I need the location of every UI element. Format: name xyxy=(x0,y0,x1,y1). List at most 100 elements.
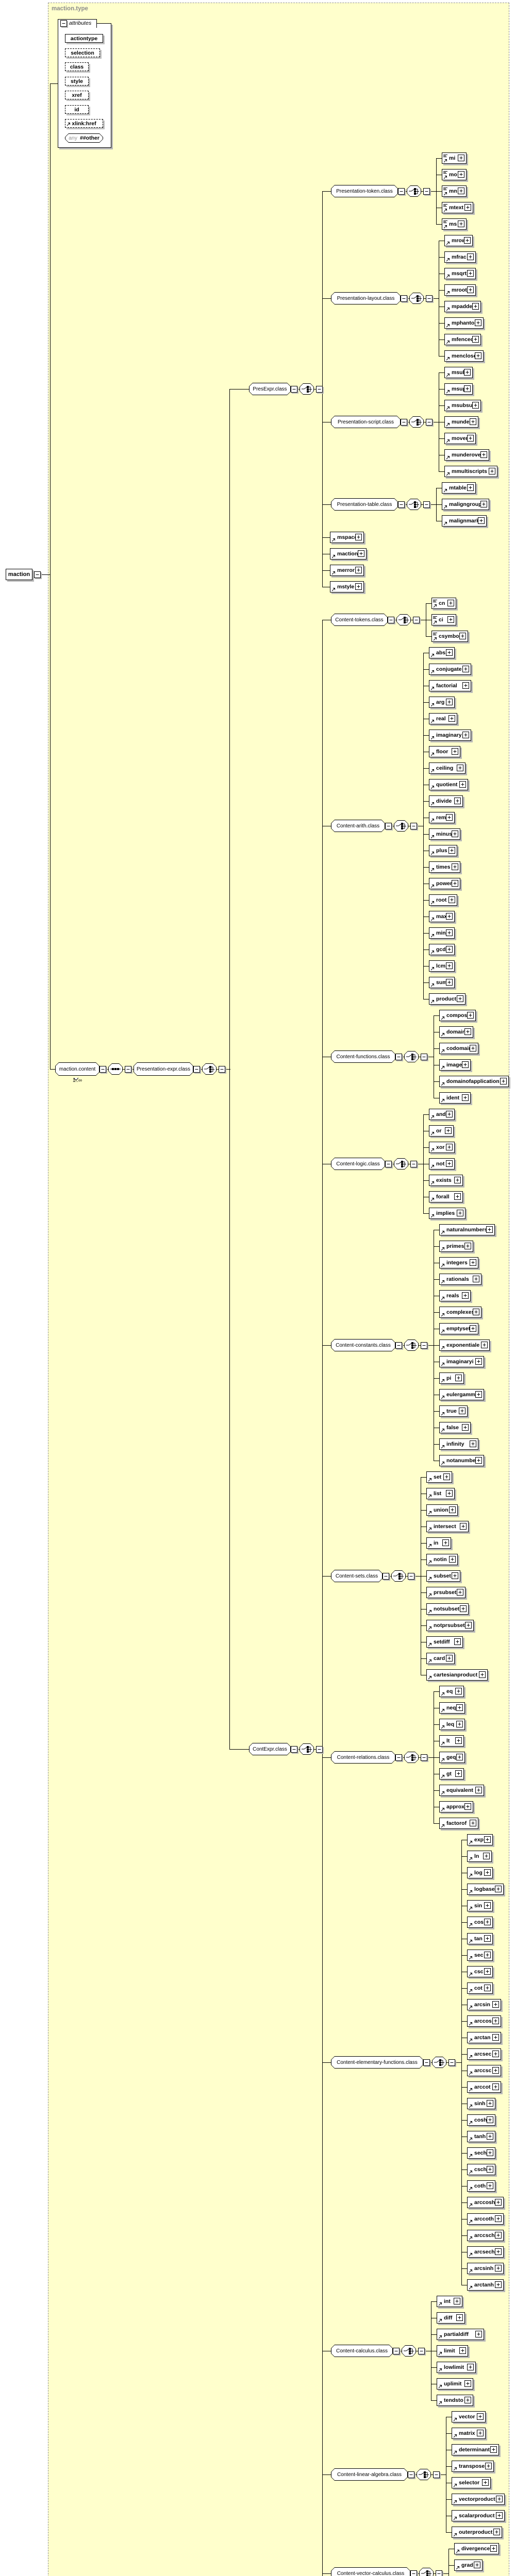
group-ref-presentation-token-class[interactable]: Presentation-token.class xyxy=(331,185,398,197)
collapse-icon[interactable] xyxy=(421,1754,427,1761)
element-ref-divide[interactable]: divide xyxy=(429,795,463,807)
element-ref-maligngroup[interactable]: maligngroup xyxy=(442,499,489,510)
expand-icon[interactable] xyxy=(456,1704,463,1711)
expand-icon[interactable] xyxy=(454,1638,461,1645)
element-ref-forall[interactable]: forall xyxy=(429,1191,463,1202)
expand-icon[interactable] xyxy=(458,221,464,227)
expand-icon[interactable] xyxy=(470,1440,476,1447)
expand-icon[interactable] xyxy=(446,649,453,656)
element-ref-mtable[interactable]: mtable xyxy=(442,482,476,494)
expand-icon[interactable] xyxy=(487,2166,493,2173)
element-ref-arccos[interactable]: arccos xyxy=(467,2015,501,2027)
element-ref-in[interactable]: in xyxy=(426,1537,451,1549)
element-ref-and[interactable]: and xyxy=(429,1109,455,1120)
collapse-icon[interactable] xyxy=(395,1342,402,1349)
expand-icon[interactable] xyxy=(462,1094,469,1101)
element-ref-tendsto[interactable]: tendsto xyxy=(437,2395,473,2406)
expand-icon[interactable] xyxy=(458,171,464,178)
expand-icon[interactable] xyxy=(487,2116,493,2123)
element-ref-csch[interactable]: csch xyxy=(467,2164,495,2175)
element-ref-emptyset[interactable]: emptyset xyxy=(439,1323,478,1334)
collapse-icon[interactable] xyxy=(421,1054,427,1060)
element-ref-subset[interactable]: subset xyxy=(426,1570,460,1582)
expand-icon[interactable] xyxy=(475,319,481,326)
expand-icon[interactable] xyxy=(462,732,469,738)
element-ref-sum[interactable]: sum xyxy=(429,977,455,988)
expand-icon[interactable] xyxy=(467,2364,474,2370)
element-ref-card[interactable]: card xyxy=(426,1653,455,1664)
collapse-icon[interactable] xyxy=(410,2570,417,2576)
expand-icon[interactable] xyxy=(484,1919,491,1925)
expand-icon[interactable] xyxy=(495,2215,502,2222)
group-ref-presexpr-class[interactable]: PresExpr.class xyxy=(249,383,291,395)
element-ref-arccsch[interactable]: arccsch xyxy=(467,2230,504,2241)
element-ref-ln[interactable]: ln xyxy=(467,1851,492,1862)
element-ref-notprsubset[interactable]: notprsubset xyxy=(426,1620,474,1631)
expand-icon[interactable] xyxy=(464,237,471,244)
expand-icon[interactable] xyxy=(355,583,362,590)
expand-icon[interactable] xyxy=(355,534,362,540)
collapse-icon[interactable] xyxy=(291,1746,297,1753)
collapse-icon[interactable] xyxy=(421,1342,427,1349)
expand-icon[interactable] xyxy=(495,1886,502,1892)
expand-icon[interactable] xyxy=(465,1622,472,1629)
collapse-icon[interactable] xyxy=(423,2059,430,2066)
expand-icon[interactable] xyxy=(452,831,458,837)
expand-icon[interactable] xyxy=(462,1424,469,1431)
expand-icon[interactable] xyxy=(484,1968,491,1975)
element-ref-false[interactable]: false xyxy=(439,1422,471,1433)
expand-icon[interactable] xyxy=(448,847,455,854)
expand-icon[interactable] xyxy=(456,1721,463,1727)
collapse-icon[interactable] xyxy=(395,1754,402,1761)
element-ref-cosh[interactable]: cosh xyxy=(467,2114,495,2126)
collapse-icon[interactable] xyxy=(398,188,405,195)
expand-icon[interactable] xyxy=(442,1539,449,1546)
element-ref-geq[interactable]: geq xyxy=(439,1752,465,1763)
element-ref-gt[interactable]: gt xyxy=(439,1768,464,1780)
collapse-icon[interactable] xyxy=(393,2348,400,2354)
element-ref-csymbol[interactable]: csymbol xyxy=(431,631,468,642)
expand-icon[interactable] xyxy=(486,1226,493,1233)
attribute-style[interactable]: style xyxy=(65,77,89,86)
element-ref-cartesianproduct[interactable]: cartesianproduct xyxy=(426,1669,488,1681)
element-ref-merror[interactable]: merror xyxy=(330,565,364,576)
group-ref-presentation-script-class[interactable]: Presentation-script.class xyxy=(331,416,401,428)
expand-icon[interactable] xyxy=(446,946,453,953)
expand-icon[interactable] xyxy=(483,1853,490,1859)
collapse-icon[interactable] xyxy=(316,386,323,393)
element-ref-vectorproduct[interactable]: vectorproduct xyxy=(452,2494,505,2505)
element-ref-malignmark[interactable]: malignmark xyxy=(442,515,487,527)
collapse-icon[interactable] xyxy=(316,1746,323,1753)
expand-icon[interactable] xyxy=(459,633,466,639)
expand-icon[interactable] xyxy=(490,2446,497,2453)
element-ref-max[interactable]: max xyxy=(429,911,455,922)
expand-icon[interactable] xyxy=(460,1605,467,1612)
expand-icon[interactable] xyxy=(492,2083,499,2090)
element-ref-pi[interactable]: pi xyxy=(439,1372,464,1384)
expand-icon[interactable] xyxy=(475,1787,482,1793)
expand-icon[interactable] xyxy=(462,666,469,672)
element-ref-arcsin[interactable]: arcsin xyxy=(467,1999,501,2010)
expand-icon[interactable] xyxy=(470,1045,476,1052)
expand-icon[interactable] xyxy=(496,2512,503,2519)
collapse-icon[interactable] xyxy=(401,419,407,426)
element-ref-grad[interactable]: grad xyxy=(454,2560,483,2571)
collapse-icon[interactable] xyxy=(408,2471,414,2478)
collapse-icon[interactable] xyxy=(426,419,433,426)
expand-icon[interactable] xyxy=(446,1490,453,1497)
expand-icon[interactable] xyxy=(475,2331,482,2337)
element-ref-complexes[interactable]: complexes xyxy=(439,1307,481,1318)
element-ref-notanumber[interactable]: notanumber xyxy=(439,1455,484,1466)
expand-icon[interactable] xyxy=(448,715,455,722)
element-ref-arccosh[interactable]: arccosh xyxy=(467,2197,504,2208)
element-ref-reals[interactable]: reals xyxy=(439,1290,471,1301)
element-ref-limit[interactable]: limit xyxy=(437,2345,468,2357)
expand-icon[interactable] xyxy=(484,1869,491,1876)
collapse-icon[interactable] xyxy=(60,20,67,27)
element-ref-arccot[interactable]: arccot xyxy=(467,2081,501,2093)
element-ref-ms[interactable]: ms xyxy=(442,218,467,230)
expand-icon[interactable] xyxy=(490,2545,497,2552)
attribute-any-wildcard[interactable]: any ##other xyxy=(65,133,103,143)
element-ref-list[interactable]: list xyxy=(426,1488,455,1499)
expand-icon[interactable] xyxy=(459,1408,466,1414)
